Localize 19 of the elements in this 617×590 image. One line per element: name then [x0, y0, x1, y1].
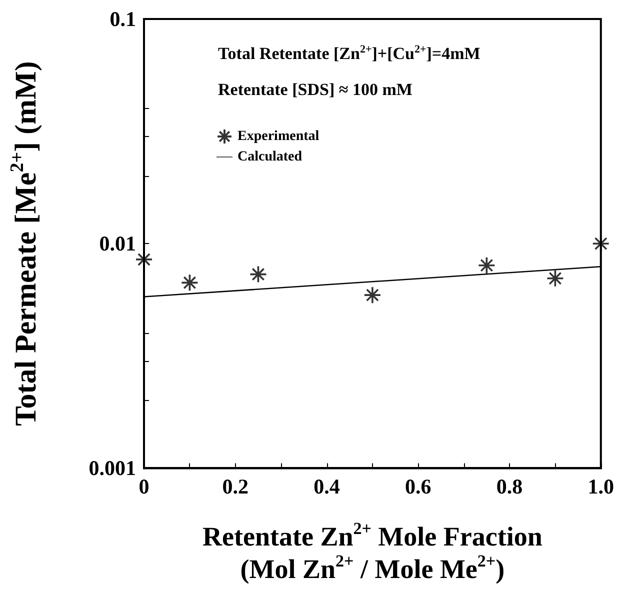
- y-tick-label: 0.01: [99, 232, 136, 256]
- x-tick-label: 0: [138, 474, 150, 499]
- legend-label: Experimental: [238, 129, 320, 144]
- point: [546, 269, 564, 288]
- point: [249, 265, 268, 284]
- point: [364, 286, 382, 304]
- x-tick-label: 0.2: [222, 474, 248, 499]
- y-tick-label: 0.001: [88, 456, 136, 480]
- point: [478, 256, 496, 274]
- y-axis-title: Total Permeate [Me2+] (mM): [7, 61, 42, 426]
- text: 1.0: [588, 474, 614, 499]
- legend-label: Calculated: [238, 150, 302, 164]
- annotation: Retentate [SDS] ≈ 100 mM: [218, 80, 412, 99]
- point: [180, 274, 199, 292]
- y-tick-label: 0.1: [110, 7, 136, 31]
- x-tick-label: 0.8: [496, 474, 523, 499]
- x-tick-label: 0.4: [314, 474, 340, 499]
- x-tick-label: 0.6: [405, 474, 432, 499]
- point: [592, 234, 610, 252]
